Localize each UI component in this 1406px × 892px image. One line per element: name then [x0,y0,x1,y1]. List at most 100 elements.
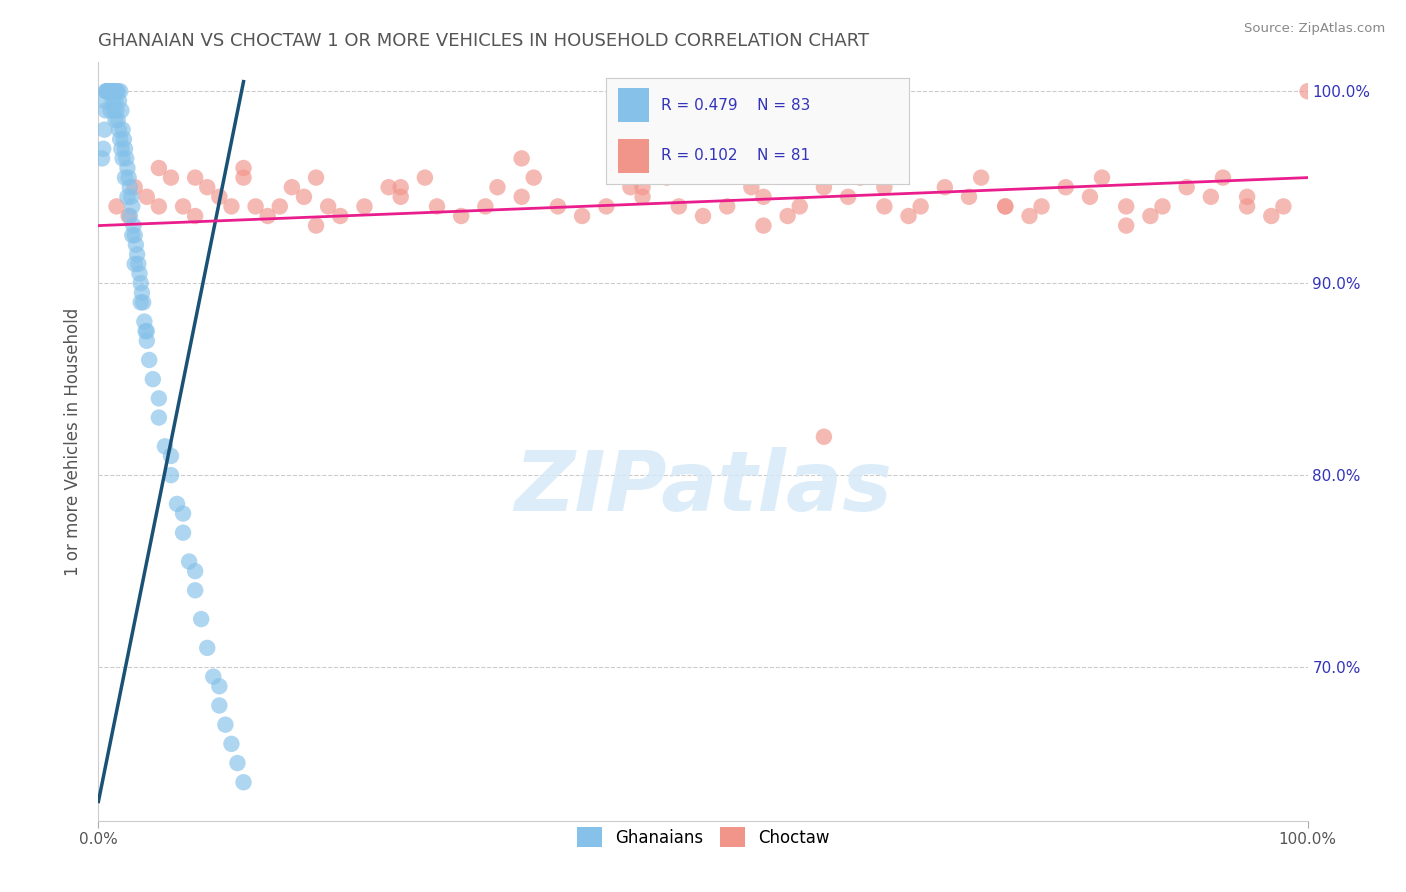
Choctaw [873,199,896,213]
Choctaw [547,199,569,213]
Ghanaians [142,372,165,386]
Ghanaians [125,237,148,252]
Ghanaians [134,315,156,329]
Choctaw [849,170,872,185]
Ghanaians [96,84,118,98]
Ghanaians [91,142,114,156]
Choctaw [813,180,835,194]
Ghanaians [121,228,143,243]
Ghanaians [221,737,243,751]
Ghanaians [94,103,117,118]
Choctaw [619,180,641,194]
Ghanaians [100,84,122,98]
Ghanaians [111,122,134,136]
Ghanaians [184,583,207,598]
Choctaw [655,170,678,185]
Ghanaians [114,142,136,156]
Choctaw [329,209,352,223]
Choctaw [208,190,231,204]
Ghanaians [124,257,146,271]
Ghanaians [101,84,124,98]
Choctaw [232,170,254,185]
Choctaw [1018,209,1040,223]
Choctaw [910,199,932,213]
Ghanaians [97,84,120,98]
Ghanaians [93,122,115,136]
Ghanaians [104,113,127,128]
Ghanaians [214,717,236,731]
Ghanaians [148,392,170,406]
Choctaw [1139,209,1161,223]
Ghanaians [208,698,231,713]
Ghanaians [100,84,122,98]
Ghanaians [128,267,150,281]
Ghanaians [94,84,117,98]
Choctaw [789,199,811,213]
Ghanaians [117,161,139,175]
Choctaw [256,209,278,223]
Choctaw [934,180,956,194]
Choctaw [970,170,993,185]
Ghanaians [120,190,142,204]
Ghanaians [172,507,194,521]
Choctaw [1031,199,1053,213]
Ghanaians [118,170,141,185]
Choctaw [837,190,859,204]
Ghanaians [103,103,125,118]
Ghanaians [118,180,141,194]
Ghanaians [166,497,188,511]
Choctaw [281,180,304,194]
Choctaw [692,209,714,223]
Ghanaians [97,84,120,98]
Choctaw [1272,199,1295,213]
Ghanaians [107,84,129,98]
Text: ZIPatlas: ZIPatlas [515,447,891,527]
Choctaw [124,180,146,194]
Ghanaians [226,756,249,770]
Choctaw [752,219,775,233]
Ghanaians [110,103,132,118]
Ghanaians [122,219,145,233]
Ghanaians [112,132,135,146]
Choctaw [377,180,399,194]
Choctaw [316,199,339,213]
Ghanaians [132,295,155,310]
Choctaw [389,190,412,204]
Choctaw [413,170,436,185]
Ghanaians [111,152,134,166]
Choctaw [776,209,799,223]
Choctaw [873,180,896,194]
Choctaw [135,190,157,204]
Ghanaians [101,94,124,108]
Ghanaians [103,84,125,98]
Ghanaians [232,775,254,789]
Ghanaians [135,324,157,338]
Ghanaians [202,670,225,684]
Ghanaians [129,276,152,290]
Ghanaians [131,285,153,300]
Choctaw [105,199,128,213]
Choctaw [232,161,254,175]
Ghanaians [179,554,201,568]
Choctaw [510,152,533,166]
Choctaw [195,180,218,194]
Choctaw [668,199,690,213]
Choctaw [474,199,496,213]
Choctaw [752,190,775,204]
Ghanaians [121,199,143,213]
Ghanaians [127,257,149,271]
Ghanaians [108,122,131,136]
Ghanaians [127,247,149,261]
Choctaw [269,199,291,213]
Choctaw [523,170,546,185]
Ghanaians [195,640,218,655]
Choctaw [1199,190,1222,204]
Choctaw [1260,209,1282,223]
Ghanaians [96,84,118,98]
Choctaw [1236,199,1258,213]
Choctaw [160,170,183,185]
Ghanaians [93,94,115,108]
Text: Source: ZipAtlas.com: Source: ZipAtlas.com [1244,22,1385,36]
Ghanaians [110,142,132,156]
Choctaw [1296,84,1319,98]
